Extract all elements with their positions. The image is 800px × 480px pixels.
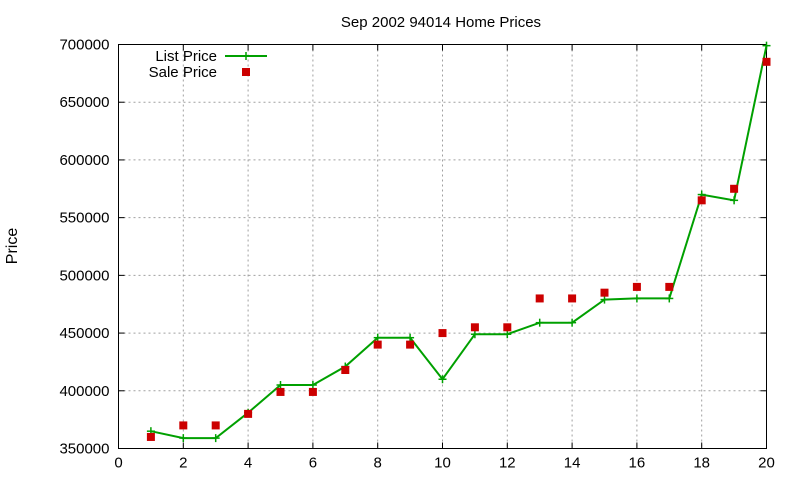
sale-price-point <box>341 366 350 375</box>
x-tick-label: 0 <box>114 455 122 472</box>
y-tick-label: 700000 <box>59 37 109 54</box>
x-tick-label: 20 <box>758 455 775 472</box>
sale-price-point <box>308 387 317 396</box>
y-tick-label: 500000 <box>59 267 109 284</box>
list-price-point <box>665 294 674 303</box>
list-price-point <box>438 375 447 384</box>
list-price-point <box>211 434 220 443</box>
sale-price-point <box>146 432 155 441</box>
x-tick-label: 12 <box>499 455 516 472</box>
sale-price-point <box>276 387 285 396</box>
list-price-point <box>632 294 641 303</box>
sale-price-point <box>535 294 544 303</box>
y-axis-label: Price <box>4 228 21 265</box>
series-1 <box>146 57 771 441</box>
sale-price-point <box>438 329 447 338</box>
series-layer <box>146 41 771 443</box>
sale-price-point <box>179 421 188 430</box>
x-axis-tick-labels: 0 2 4 6 8 10 12 14 16 18 20 <box>114 455 775 472</box>
sale-price-point <box>697 196 706 205</box>
list-price-point <box>568 318 577 327</box>
legend-label: Sale Price <box>149 64 217 81</box>
sale-price-point <box>632 282 641 291</box>
sale-price-point <box>730 184 739 193</box>
x-tick-label: 4 <box>244 455 252 472</box>
y-axis-tick-labels: 350000 400000 450000 500000 550000 600000 6500… <box>59 37 109 458</box>
x-tick-label: 6 <box>309 455 317 472</box>
list-price-point <box>762 41 771 50</box>
x-tick-label: 8 <box>374 455 382 472</box>
list-price-point <box>373 333 382 342</box>
sale-price-point <box>244 409 253 418</box>
list-price-point <box>276 381 285 390</box>
x-tick-label: 10 <box>434 455 451 472</box>
list-price-point <box>406 333 415 342</box>
axis-ticks <box>118 44 767 449</box>
list-price-point <box>600 295 609 304</box>
y-tick-label: 350000 <box>59 441 109 458</box>
grid-lines <box>118 44 767 449</box>
y-tick-label: 450000 <box>59 325 109 342</box>
x-tick-label: 16 <box>629 455 646 472</box>
legend-sale-price-marker <box>242 68 250 76</box>
list-price-point <box>179 434 188 443</box>
sale-price-point <box>211 421 220 430</box>
legend-label: List Price <box>155 48 217 65</box>
sale-price-point <box>503 323 512 332</box>
x-tick-label: 2 <box>179 455 187 472</box>
x-tick-label: 18 <box>693 455 710 472</box>
list-price-line <box>150 45 768 440</box>
list-price-point <box>470 330 479 339</box>
sale-price-point <box>373 340 382 349</box>
sale-price-point <box>568 294 577 303</box>
list-price-point <box>503 330 512 339</box>
y-tick-label: 650000 <box>59 94 109 111</box>
y-tick-label: 400000 <box>59 383 109 400</box>
list-price-point <box>730 196 739 205</box>
sale-price-point <box>600 288 609 297</box>
list-price-point <box>308 381 317 390</box>
y-tick-label: 600000 <box>59 152 109 169</box>
sale-price-point <box>762 57 771 66</box>
x-tick-label: 14 <box>564 455 581 472</box>
sale-price-point <box>470 323 479 332</box>
series-0 <box>146 41 771 443</box>
sale-price-point <box>406 340 415 349</box>
chart-title: Sep 2002 94014 Home Prices <box>341 14 541 31</box>
y-tick-label: 550000 <box>59 210 109 227</box>
sale-price-point <box>665 282 674 291</box>
list-price-point <box>535 318 544 327</box>
